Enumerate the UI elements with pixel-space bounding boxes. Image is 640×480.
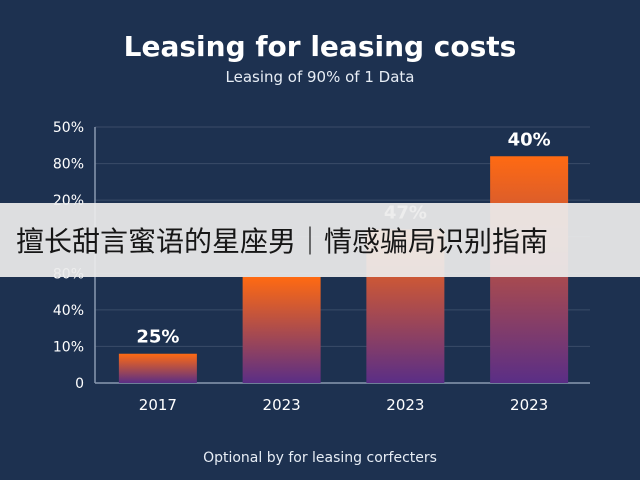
bar-data-label: 25% [136, 327, 179, 348]
y-tick-label: 40% [53, 303, 84, 319]
y-tick-label: 80% [53, 157, 84, 173]
bar [118, 353, 197, 383]
chart-caption: Optional by for leasing corfecters [203, 450, 437, 466]
y-tick-label: 50% [53, 120, 84, 136]
x-tick-label: 2023 [263, 396, 301, 414]
x-tick-label: 2023 [386, 396, 424, 414]
x-tick-label: 2023 [510, 396, 548, 414]
overlay-banner: 擅长甜言蜜语的星座男｜情感骗局识别指南 [0, 203, 640, 277]
y-tick-label: 10% [53, 339, 84, 355]
banner-text: 擅长甜言蜜语的星座男｜情感骗局识别指南 [16, 225, 549, 258]
chart-title: Leasing for leasing costs [123, 30, 517, 63]
x-tick-label: 2017 [139, 396, 177, 414]
bar-data-label: 40% [508, 129, 551, 150]
bar [242, 276, 321, 383]
chart-subtitle: Leasing of 90% of 1 Data [225, 68, 415, 86]
y-tick-label: 0 [75, 376, 84, 392]
